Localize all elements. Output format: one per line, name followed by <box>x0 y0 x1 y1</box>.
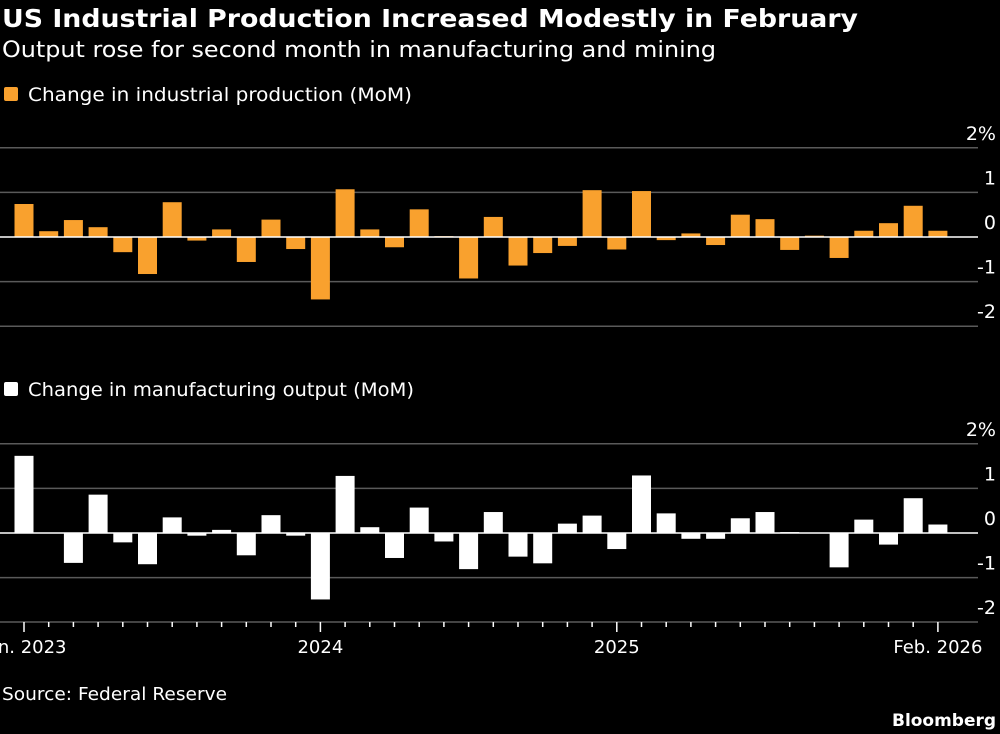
bar <box>39 231 59 237</box>
y-tick-label: -1 <box>977 257 996 279</box>
bar <box>236 237 256 262</box>
bar <box>681 233 701 237</box>
bar <box>409 507 429 533</box>
bar <box>335 475 355 533</box>
bar <box>88 494 108 533</box>
bar <box>730 214 750 237</box>
bar <box>459 237 479 279</box>
bar <box>879 533 898 545</box>
bar <box>730 518 750 533</box>
bar <box>508 237 528 266</box>
bar <box>780 237 800 250</box>
bar <box>533 533 553 564</box>
bar <box>63 533 83 563</box>
bar <box>829 533 849 568</box>
bar <box>88 227 108 237</box>
bar <box>656 237 676 241</box>
bar <box>755 219 775 237</box>
bar <box>310 533 330 600</box>
x-tick-label: Feb. 2026 <box>893 637 982 658</box>
bar <box>607 237 627 250</box>
bar <box>829 237 849 258</box>
bar <box>335 189 355 237</box>
y-tick-label: 1 <box>984 463 996 485</box>
bar <box>113 533 133 543</box>
bar <box>459 533 479 570</box>
y-tick-label: -2 <box>977 301 996 323</box>
chart-subtitle: Output rose for second month in manufact… <box>2 38 716 63</box>
bar <box>385 237 404 248</box>
source-note: Source: Federal Reserve <box>2 684 227 705</box>
bar <box>557 523 577 533</box>
bar <box>187 533 207 536</box>
bar <box>187 237 207 241</box>
y-tick-label: 2% <box>966 123 996 145</box>
bar <box>138 533 157 565</box>
bar <box>632 191 651 237</box>
bar <box>483 512 503 533</box>
bar <box>903 498 923 533</box>
bar <box>582 515 602 533</box>
bar <box>162 202 182 237</box>
bar <box>879 223 898 237</box>
bar <box>409 209 429 237</box>
y-tick-label: 1 <box>984 167 996 189</box>
bar <box>706 533 726 539</box>
bar <box>928 230 948 237</box>
x-tick-label: Jan. 2023 <box>0 637 67 658</box>
x-axis: Jan. 2023 2024 2025 Feb. 2026 <box>0 621 982 658</box>
bar <box>533 237 553 254</box>
x-tick-label: 2025 <box>594 637 640 658</box>
legend-label-industrial: Change in industrial production (MoM) <box>28 84 412 106</box>
bar <box>508 533 528 557</box>
y-tick-label: -2 <box>977 597 996 619</box>
y-tick-label: 0 <box>984 508 996 530</box>
bar <box>212 529 232 533</box>
bloomberg-logo: Bloomberg <box>892 711 996 731</box>
bar <box>138 237 157 275</box>
bar <box>113 237 133 253</box>
bar <box>385 533 404 558</box>
bar <box>854 230 874 237</box>
bar <box>14 203 34 237</box>
bar <box>212 229 232 237</box>
panel-industrial-production: 2% 1 0 -1 -2 <box>0 123 996 327</box>
bar <box>706 237 726 246</box>
bar <box>63 220 83 237</box>
bar <box>582 190 602 237</box>
bar <box>310 237 330 300</box>
legend-swatch-manufacturing <box>4 382 18 396</box>
bar <box>434 533 454 542</box>
bar <box>755 512 775 533</box>
bar <box>557 237 577 246</box>
bar <box>928 524 948 533</box>
bar <box>903 205 923 237</box>
bar <box>483 216 503 237</box>
legend-swatch-industrial <box>4 87 18 101</box>
bar <box>681 533 701 539</box>
bar <box>286 237 306 250</box>
bar <box>236 533 256 556</box>
bar <box>360 527 380 533</box>
y-tick-label: 0 <box>984 212 996 234</box>
bar <box>632 475 651 533</box>
bar <box>261 515 281 533</box>
x-tick-label: 2024 <box>297 637 343 658</box>
y-tick-label: -1 <box>977 553 996 575</box>
bar <box>14 455 34 533</box>
bar <box>162 517 182 533</box>
bar <box>854 519 874 533</box>
bar <box>286 533 306 536</box>
chart-title: US Industrial Production Increased Modes… <box>2 4 858 33</box>
bar <box>360 229 380 237</box>
panel-manufacturing-output: 2% 1 0 -1 -2 <box>0 419 996 619</box>
bar <box>656 513 676 533</box>
legend-label-manufacturing: Change in manufacturing output (MoM) <box>28 379 414 401</box>
y-tick-label: 2% <box>966 419 996 441</box>
bar <box>261 219 281 237</box>
bar <box>607 533 627 550</box>
